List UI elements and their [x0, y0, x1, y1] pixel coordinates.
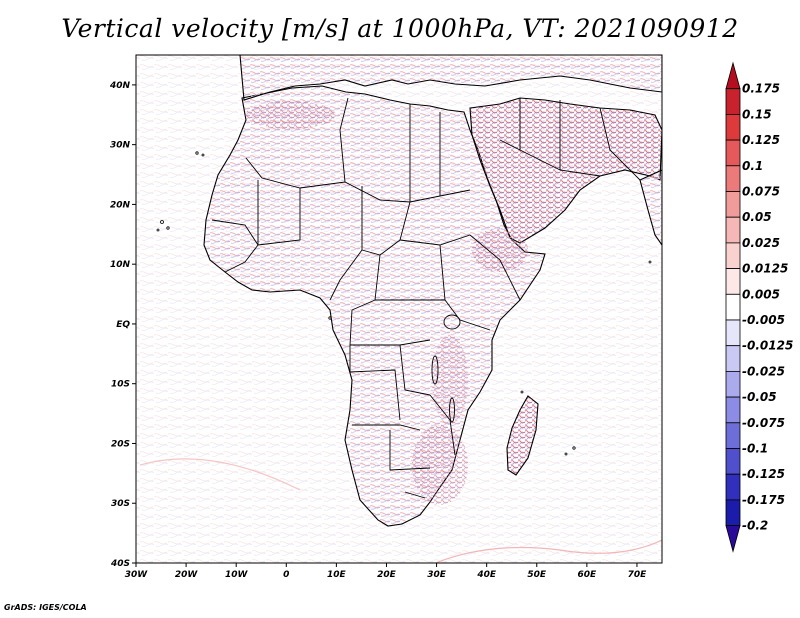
lat-tick-label: 10N — [110, 260, 131, 270]
lat-tick-label: 40N — [109, 81, 131, 91]
colorbar-swatch — [725, 473, 741, 501]
credit-text: GrADS: IGES/COLA — [4, 603, 87, 612]
colorbar: 0.175 0.15 0.125 0.1 0.075 0.05 0.025 0.0125 0.0… — [725, 61, 793, 553]
iran-band — [540, 110, 660, 170]
lon-tick-label: 10E — [327, 570, 347, 580]
colorbar-label: -0.025 — [742, 364, 785, 378]
colorbar-label: -0.125 — [742, 467, 785, 481]
highland-band — [472, 228, 528, 272]
lat-tick-label: 10S — [111, 380, 130, 390]
colorbar-swatch — [725, 114, 741, 141]
madagascar-landmass — [506, 395, 539, 476]
colorbar-swatch — [725, 448, 741, 475]
colorbar-swatch — [725, 345, 741, 372]
lon-tick-label: 40E — [476, 570, 497, 580]
lon-tick-label: 30E — [427, 570, 447, 580]
lon-tick-label: 50E — [527, 570, 547, 580]
colorbar-label: 0.075 — [742, 185, 780, 199]
lake-malawi — [449, 397, 455, 423]
colorbar-label: 0.005 — [742, 287, 780, 301]
colorbar-label: 0.0125 — [742, 262, 788, 276]
map-frame — [135, 54, 663, 564]
lat-tick-label: 20S — [111, 439, 130, 449]
lat-tick-label: EQ — [116, 320, 130, 330]
lat-tick-label: 30S — [111, 499, 130, 509]
colorbar-label: -0.2 — [742, 519, 768, 533]
lon-tick-label: 20E — [377, 570, 397, 580]
colorbar-swatch — [725, 525, 741, 553]
colorbar-label: -0.005 — [742, 313, 785, 327]
colorbar-label: -0.075 — [742, 416, 785, 430]
colorbar-swatch — [725, 268, 741, 295]
lake-victoria — [443, 314, 461, 330]
country-borders — [211, 97, 641, 499]
colorbar-swatch — [725, 61, 741, 90]
lon-tick-label: 60E — [578, 570, 598, 580]
colorbar-swatch — [725, 216, 741, 244]
chart-title: Vertical velocity [m/s] at 1000hPa, VT: … — [61, 14, 739, 43]
atlas-band — [245, 101, 335, 129]
lake-tanganyika — [431, 355, 439, 385]
colorbar-label: 0.125 — [742, 133, 780, 147]
lat-tick-label: 40S — [110, 559, 130, 569]
lat-axis: 40N 30N 20N 10N EQ 10S 20S 30S 40S — [109, 81, 136, 569]
rift-band — [432, 335, 468, 425]
colorbar-label: 0.1 — [742, 159, 763, 173]
colorbar-label: 0.025 — [742, 236, 780, 250]
colorbar-swatch — [725, 319, 741, 347]
lon-tick-label: 20W — [175, 570, 199, 580]
lat-tick-label: 30N — [110, 141, 131, 151]
colorbar-swatch — [725, 396, 741, 424]
colorbar-label: -0.1 — [742, 442, 768, 456]
europe-landmass — [239, 55, 662, 101]
colorbar-swatch — [725, 499, 741, 526]
islands — [156, 151, 652, 456]
colorbar-swatch — [725, 370, 741, 398]
south-east-band — [412, 425, 468, 505]
colorbar-swatch — [725, 165, 741, 192]
colorbar-label: -0.05 — [742, 390, 777, 404]
lon-tick-label: 30W — [125, 570, 149, 580]
colorbar-label: -0.0125 — [742, 339, 793, 353]
colorbar-label: 0.175 — [742, 82, 780, 96]
colorbar-swatch — [725, 88, 741, 115]
lon-axis: 30W 20W 10W 0 10E 20E 30E 40E 50E 60E 70E — [125, 563, 647, 580]
colorbar-label: -0.175 — [742, 493, 785, 507]
colorbar-swatch — [725, 191, 741, 218]
lon-tick-label: 10W — [225, 570, 249, 580]
lon-tick-label: 0 — [283, 570, 289, 580]
colorbar-label: 0.15 — [742, 107, 772, 121]
colorbar-swatch — [725, 242, 741, 269]
colorbar-swatch — [725, 422, 741, 449]
colorbar-swatch — [725, 293, 741, 321]
lat-tick-label: 20N — [110, 200, 131, 210]
ocean-front-west — [139, 458, 301, 491]
india-landmass — [639, 169, 662, 246]
colorbar-swatch — [725, 139, 741, 167]
colorbar-label: 0.05 — [742, 210, 772, 224]
lon-tick-label: 70E — [628, 570, 648, 580]
map-plot-area — [136, 55, 662, 563]
ocean-front — [434, 539, 662, 563]
